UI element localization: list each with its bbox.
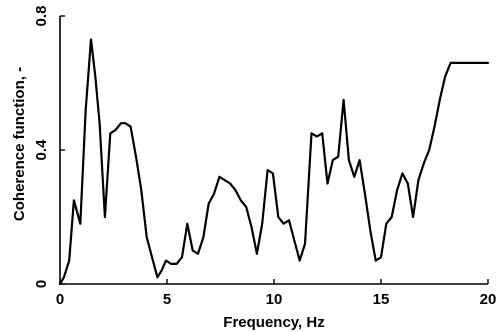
x-tick-label: 10: [266, 291, 283, 308]
y-tick-label: 0: [33, 280, 50, 288]
axis-labels: Frequency, Hz Coherence function, -: [11, 67, 325, 331]
x-tick-label: 15: [373, 291, 390, 308]
series-group: [58, 38, 490, 286]
coherence-series-line: [58, 38, 490, 286]
y-tick-label: 0.8: [33, 6, 50, 27]
ticks: 0 5 10 15 20 0 0.4 0.8: [33, 6, 496, 308]
y-tick-label: 0.4: [33, 139, 50, 161]
x-tick-label: 0: [56, 291, 64, 308]
x-axis-label: Frequency, Hz: [223, 314, 324, 331]
x-tick-label: 5: [163, 291, 171, 308]
x-tick-label: 20: [480, 291, 496, 308]
axes: [59, 16, 488, 285]
y-axis-label: Coherence function, -: [11, 67, 28, 221]
